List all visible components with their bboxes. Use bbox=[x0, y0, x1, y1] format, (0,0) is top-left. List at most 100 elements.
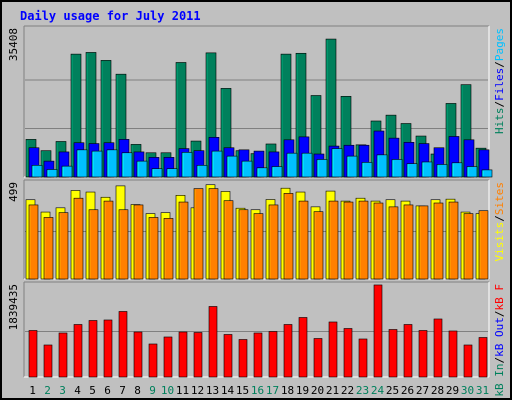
x-tick-label-21: 21 bbox=[326, 384, 339, 397]
panel-top-legend: Hits/Files/Pages bbox=[493, 28, 506, 134]
bar-sites-day-27 bbox=[418, 205, 429, 280]
bar-sites-day-5 bbox=[88, 209, 99, 280]
bar-kb-f-day-11 bbox=[178, 331, 188, 378]
bar-sites-day-2 bbox=[43, 217, 54, 280]
bar-kb-f-day-21 bbox=[328, 321, 338, 378]
bar-kb-f-day-20 bbox=[313, 338, 323, 378]
bar-pages-day-21 bbox=[331, 148, 343, 178]
bar-sites-day-24 bbox=[373, 202, 384, 280]
bar-kb-f-day-6 bbox=[103, 319, 113, 378]
bar-pages-day-16 bbox=[256, 167, 268, 178]
x-tick-label-6: 6 bbox=[104, 384, 111, 397]
bar-sites-day-30 bbox=[463, 213, 474, 280]
panel-top-ymax-label: 35408 bbox=[7, 28, 20, 61]
bar-pages-day-18 bbox=[286, 152, 298, 178]
bar-sites-day-1 bbox=[28, 204, 39, 280]
bar-sites-day-18 bbox=[283, 193, 294, 280]
bar-pages-day-27 bbox=[421, 161, 433, 178]
x-tick-label-11: 11 bbox=[176, 384, 189, 397]
bar-kb-f-day-8 bbox=[133, 331, 143, 378]
bar-sites-day-15 bbox=[238, 209, 249, 280]
bar-kb-f-day-28 bbox=[433, 318, 443, 378]
bar-pages-day-20 bbox=[316, 159, 328, 178]
bar-pages-day-15 bbox=[241, 160, 253, 178]
legend-item: kB F bbox=[493, 284, 506, 311]
bar-kb-f-day-23 bbox=[358, 338, 368, 378]
bar-kb-f-day-3 bbox=[58, 332, 68, 378]
x-tick-label-30: 30 bbox=[461, 384, 474, 397]
bar-kb-f-day-30 bbox=[463, 344, 473, 378]
bar-sites-day-21 bbox=[328, 200, 339, 280]
bar-pages-day-19 bbox=[301, 152, 313, 178]
x-tick-label-9: 9 bbox=[149, 384, 156, 397]
x-tick-label-8: 8 bbox=[134, 384, 141, 397]
bar-pages-day-13 bbox=[211, 150, 223, 178]
bar-kb-f-day-2 bbox=[43, 344, 53, 378]
panel-bottom-legend: kB In/kB Out/kB F bbox=[493, 284, 506, 397]
x-tick-label-22: 22 bbox=[341, 384, 354, 397]
x-tick-label-26: 26 bbox=[401, 384, 414, 397]
bar-sites-day-10 bbox=[163, 218, 174, 280]
x-tick-label-29: 29 bbox=[446, 384, 459, 397]
bar-sites-day-8 bbox=[133, 204, 144, 280]
legend-item: kB In bbox=[493, 364, 506, 397]
bar-sites-day-14 bbox=[223, 200, 234, 280]
x-tick-label-27: 27 bbox=[416, 384, 429, 397]
bar-kb-f-day-19 bbox=[298, 317, 308, 378]
x-tick-label-24: 24 bbox=[371, 384, 385, 397]
bar-sites-day-22 bbox=[343, 201, 354, 280]
x-tick-label-7: 7 bbox=[119, 384, 126, 397]
bar-sites-day-3 bbox=[58, 212, 69, 280]
bar-pages-day-9 bbox=[151, 168, 163, 178]
bar-sites-day-29 bbox=[448, 201, 459, 280]
bar-kb-f-day-25 bbox=[388, 329, 398, 378]
bar-kb-f-day-4 bbox=[73, 324, 83, 378]
bar-pages-day-22 bbox=[346, 155, 358, 178]
bar-pages-day-23 bbox=[361, 162, 373, 178]
bar-kb-f-day-27 bbox=[418, 330, 428, 378]
x-tick-label-5: 5 bbox=[89, 384, 96, 397]
x-tick-label-18: 18 bbox=[281, 384, 294, 397]
bar-sites-day-20 bbox=[313, 211, 324, 280]
bar-pages-day-26 bbox=[406, 163, 418, 178]
bar-pages-day-14 bbox=[226, 155, 238, 178]
chart-title: Daily usage for July 2011 bbox=[20, 9, 201, 23]
legend-separator: / bbox=[493, 215, 506, 222]
bar-kb-f-day-24 bbox=[373, 284, 383, 378]
bar-kb-f-day-12 bbox=[193, 332, 203, 378]
x-tick-label-17: 17 bbox=[266, 384, 279, 397]
legend-item: kB Out bbox=[493, 317, 506, 357]
bar-kb-f-day-15 bbox=[238, 339, 248, 378]
bar-pages-day-31 bbox=[481, 169, 493, 178]
bar-sites-day-26 bbox=[403, 204, 414, 280]
x-tick-label-3: 3 bbox=[59, 384, 66, 397]
panel-middle-legend: Visits/Sites bbox=[493, 182, 506, 262]
x-tick-label-16: 16 bbox=[251, 384, 264, 397]
bar-sites-day-7 bbox=[118, 209, 129, 280]
bar-sites-day-13 bbox=[208, 188, 219, 280]
bar-kb-f-day-9 bbox=[148, 343, 158, 378]
legend-item: Files bbox=[493, 68, 506, 101]
x-tick-label-2: 2 bbox=[44, 384, 51, 397]
legend-item: Visits bbox=[493, 222, 506, 262]
bar-sites-day-28 bbox=[433, 202, 444, 280]
bar-pages-day-24 bbox=[376, 154, 388, 178]
bar-sites-day-11 bbox=[178, 201, 189, 280]
legend-item: Hits bbox=[493, 108, 506, 135]
x-tick-label-4: 4 bbox=[74, 384, 81, 397]
legend-item: Pages bbox=[493, 28, 506, 61]
bar-kb-f-day-18 bbox=[283, 324, 293, 378]
bar-sites-day-9 bbox=[148, 217, 159, 280]
x-tick-label-10: 10 bbox=[161, 384, 174, 397]
bar-sites-day-23 bbox=[358, 200, 369, 280]
bar-pages-day-7 bbox=[121, 152, 133, 178]
bar-pages-day-5 bbox=[91, 150, 103, 178]
x-tick-label-15: 15 bbox=[236, 384, 249, 397]
bar-sites-day-4 bbox=[73, 197, 84, 280]
x-tick-label-31: 31 bbox=[476, 384, 489, 397]
bar-kb-f-day-31 bbox=[478, 337, 488, 378]
x-tick-label-23: 23 bbox=[356, 384, 369, 397]
x-tick-label-20: 20 bbox=[311, 384, 324, 397]
bar-kb-f-day-1 bbox=[28, 330, 38, 378]
